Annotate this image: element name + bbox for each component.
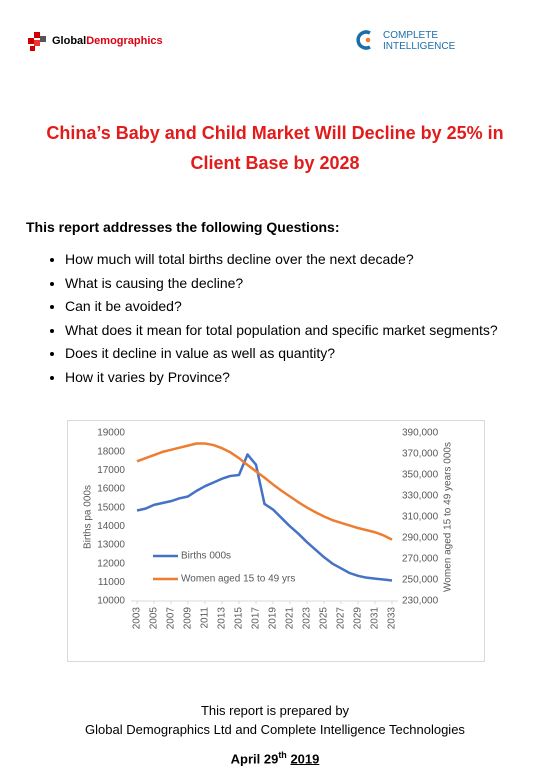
line <box>136 442 393 541</box>
legend-label: Women aged 15 to 49 yrs <box>181 574 295 585</box>
logo-text: Demographics <box>86 35 163 47</box>
x-tick-label: 2015 <box>234 607 245 630</box>
y2-tick-label: 310,000 <box>402 512 439 523</box>
y-tick-label: 14000 <box>97 521 125 532</box>
x-tick-label: 2033 <box>387 607 398 630</box>
question: What does it mean for total population a… <box>65 319 525 343</box>
y-tick-label: 13000 <box>97 540 125 551</box>
date: April 29th 2019 <box>0 750 550 766</box>
footer-text: Global Demographics Ltd and Complete Int… <box>85 722 465 737</box>
x-tick-label: 2023 <box>302 607 313 630</box>
title: China’s Baby and Child Market Will Decli… <box>46 123 504 173</box>
y-tick-label: 16000 <box>97 484 125 495</box>
heading: This report addresses the following Ques… <box>26 219 340 235</box>
logo-left: GlobalDemographics <box>26 32 186 52</box>
x-tick-label: 2009 <box>183 607 194 630</box>
y-tick-label: 17000 <box>97 465 125 476</box>
y-axis-label: Births pa 000s <box>83 485 94 549</box>
x-tick-label: 2019 <box>268 607 279 630</box>
y2-tick-label: 270,000 <box>402 554 439 565</box>
y2-tick-label: 350,000 <box>402 470 439 481</box>
logo-right: COMPLETE INTELLIGENCE <box>355 29 475 53</box>
question: Does it decline in value as well as quan… <box>65 342 525 366</box>
y2-tick-label: 370,000 <box>402 449 439 460</box>
logo-line: INTELLIGENCE <box>383 41 456 52</box>
y-tick-label: 18000 <box>97 446 125 457</box>
y-tick-label: 12000 <box>97 558 125 569</box>
logo-icon <box>28 32 46 51</box>
x-tick-label: 2031 <box>370 607 381 630</box>
x-tick-label: 2011 <box>200 607 211 629</box>
x-tick-label: 2005 <box>149 607 160 630</box>
date-day: April 29 <box>230 751 279 767</box>
question: What is causing the decline? <box>65 272 525 296</box>
logo-line: COMPLETE <box>383 30 439 41</box>
y-tick-label: 11000 <box>98 577 126 588</box>
line <box>136 453 393 582</box>
x-tick-label: 2029 <box>353 607 364 630</box>
y2-tick-label: 390,000 <box>402 428 439 439</box>
chart: 10000 11000 12000 13000 14000 15000 16000 17000… <box>67 420 485 662</box>
y2-tick-label: 250,000 <box>402 575 439 586</box>
date-year: 2019 <box>290 751 320 767</box>
footer-text: This report is prepared by <box>200 703 350 718</box>
y2-tick-label: 230,000 <box>402 596 439 607</box>
x-tick-label: 2021 <box>285 607 296 630</box>
x-tick-label: 2007 <box>166 607 177 630</box>
x-tick-label: 2013 <box>217 607 228 630</box>
y2-tick-label: 330,000 <box>402 491 439 502</box>
x-tick-label: 2027 <box>336 607 347 630</box>
legend-label: Births 000s <box>181 551 231 562</box>
x-tick-label: 2003 <box>132 607 143 630</box>
question: Can it be avoided? <box>65 295 525 319</box>
x-tick-label: 2017 <box>251 607 262 630</box>
logo-text: COMPLETE INTELLIGENCE <box>383 30 455 52</box>
y-tick-label: 19000 <box>97 428 125 439</box>
x-tick-label: 2025 <box>319 607 330 630</box>
y2-axis-label: Women aged 15 to 49 years 000s <box>443 442 454 592</box>
y-tick-label: 15000 <box>97 502 125 513</box>
logo-icon <box>356 30 371 50</box>
y2-tick-label: 290,000 <box>402 533 439 544</box>
question: How it varies by Province? <box>65 366 525 390</box>
logo-text: Global <box>52 35 87 47</box>
date-suffix: th <box>278 750 287 760</box>
question-list: How much will total births decline over … <box>44 248 525 389</box>
question: How much will total births decline over … <box>65 248 525 272</box>
y-tick-label: 10000 <box>97 596 125 607</box>
